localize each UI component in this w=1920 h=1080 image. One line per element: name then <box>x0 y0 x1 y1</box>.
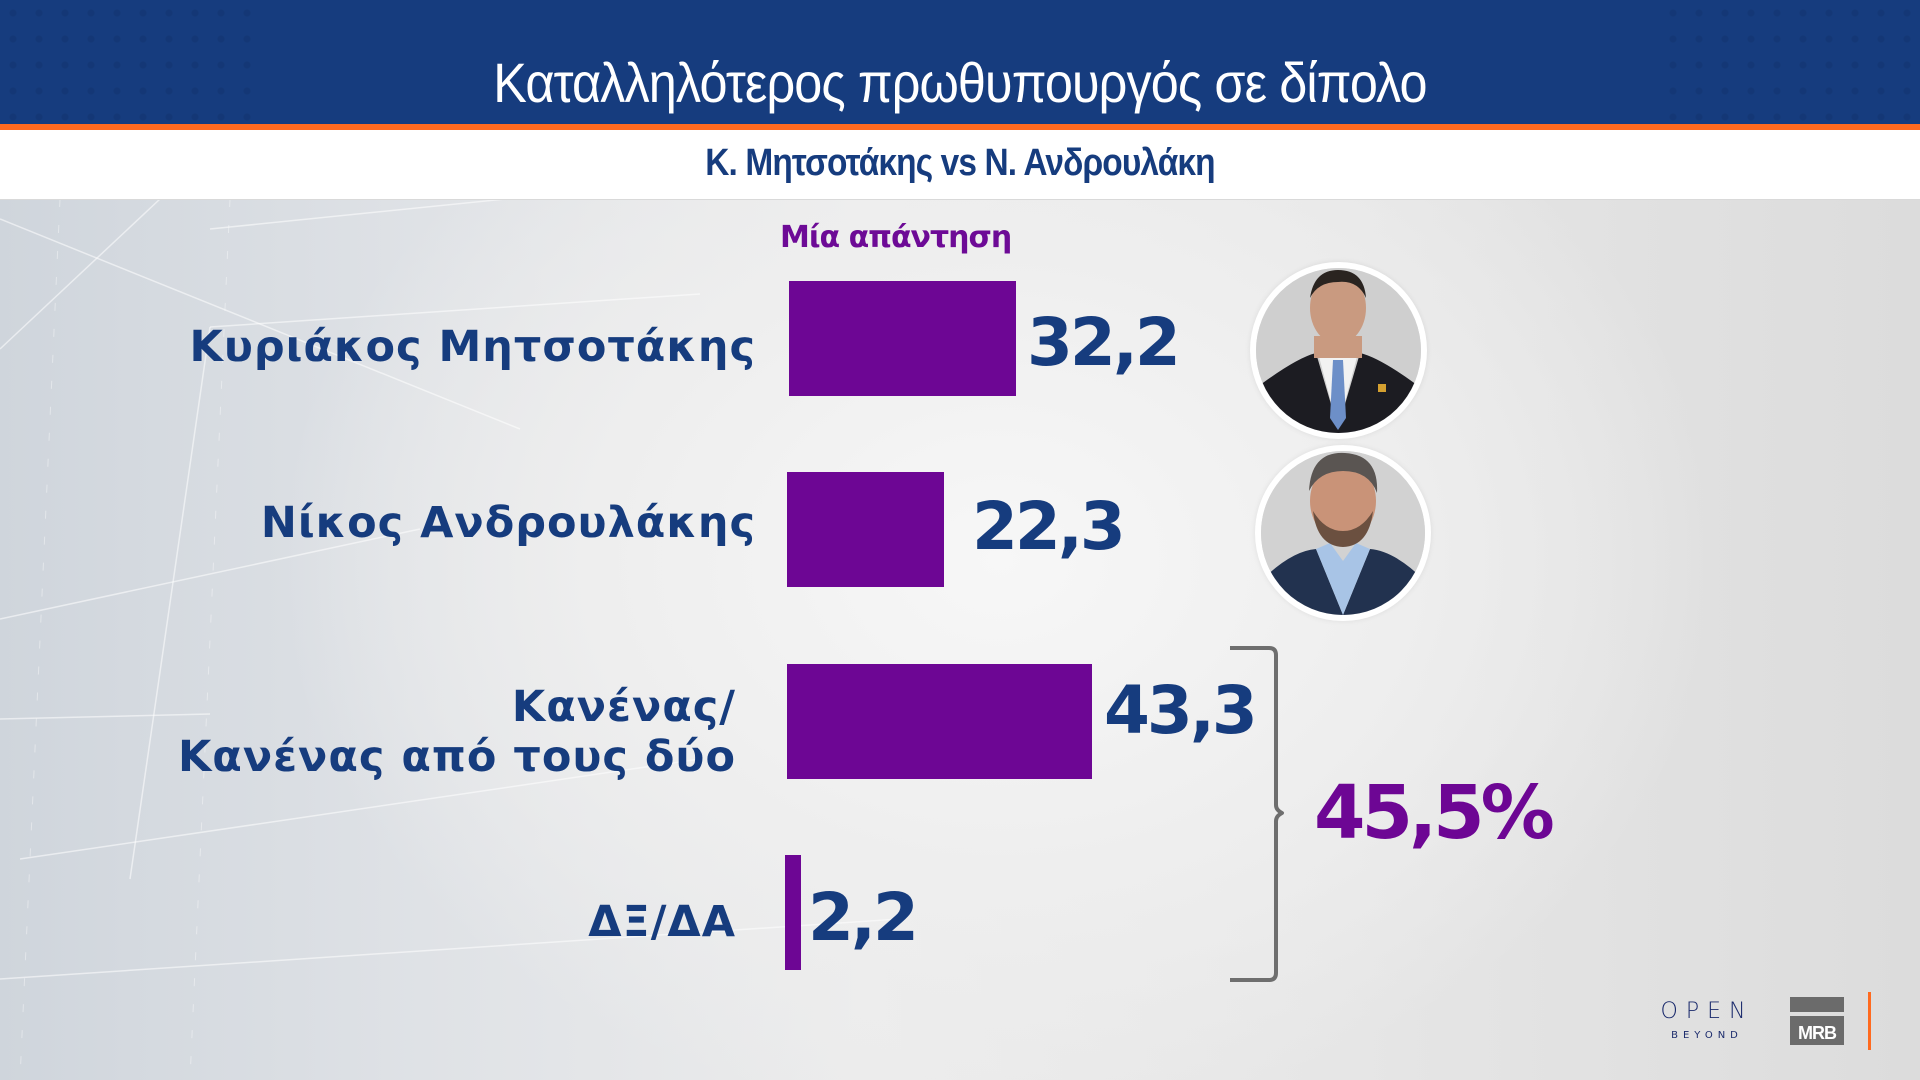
category-label-text: Κυριάκος Μητσοτάκης <box>189 322 756 372</box>
mrb-logo-bar <box>1790 997 1844 1012</box>
mrb-logo-text: MRB <box>1790 1016 1844 1045</box>
bracket-total: 45,5% <box>1314 770 1555 856</box>
mrb-logo: MRB <box>1790 997 1844 1045</box>
bracket-icon <box>1230 646 1284 982</box>
category-label-text: Νίκος Ανδρουλάκης <box>260 498 756 548</box>
category-label: Κυριάκος Μητσοτάκης <box>190 322 757 372</box>
accent-stripe <box>0 124 1920 130</box>
header-dot-pattern <box>0 0 260 124</box>
person-icon <box>1256 268 1421 433</box>
avatar-androulakis <box>1255 445 1431 621</box>
open-beyond-logo: OPEN BEYOND <box>1652 1000 1762 1046</box>
category-label: ΔΞ/ΔΑ <box>588 897 736 947</box>
bar-mitsotakis <box>789 281 1016 396</box>
chart-title: Καταλληλότερος πρωθυπουργός σε δίπολο <box>493 51 1427 114</box>
logo-open-text: OPEN <box>1660 999 1754 1024</box>
header-bar: Καταλληλότερος πρωθυπουργός σε δίπολο <box>0 0 1920 124</box>
value-label: 43,3 <box>1104 672 1258 749</box>
person-icon <box>1261 451 1425 615</box>
avatar-mitsotakis <box>1250 262 1427 439</box>
chart-subtitle: Κ. Μητσοτάκης vs Ν. Ανδρουλάκη <box>705 142 1215 184</box>
category-label: Νίκος Ανδρουλάκης <box>261 498 756 548</box>
category-label-line: Κανένας/ <box>511 682 736 732</box>
category-label-line: Κανένας από τους δύο <box>177 732 736 782</box>
header-dot-pattern <box>1660 0 1920 124</box>
subtitle-band <box>0 130 1920 200</box>
value-label: 2,2 <box>808 879 919 956</box>
bar-androulakis <box>787 472 944 587</box>
bar-dont-know <box>785 855 801 970</box>
category-label-text: ΔΞ/ΔΑ <box>588 897 736 947</box>
orange-divider <box>1868 992 1871 1050</box>
series-label: Μία απάντηση <box>780 220 1012 255</box>
category-label: Κανένας/ Κανένας από τους δύο <box>178 682 736 782</box>
value-label: 32,2 <box>1027 304 1181 381</box>
logo-open-tagline: BEYOND <box>1671 1030 1743 1041</box>
bar-none <box>787 664 1092 779</box>
value-label: 22,3 <box>972 488 1126 565</box>
